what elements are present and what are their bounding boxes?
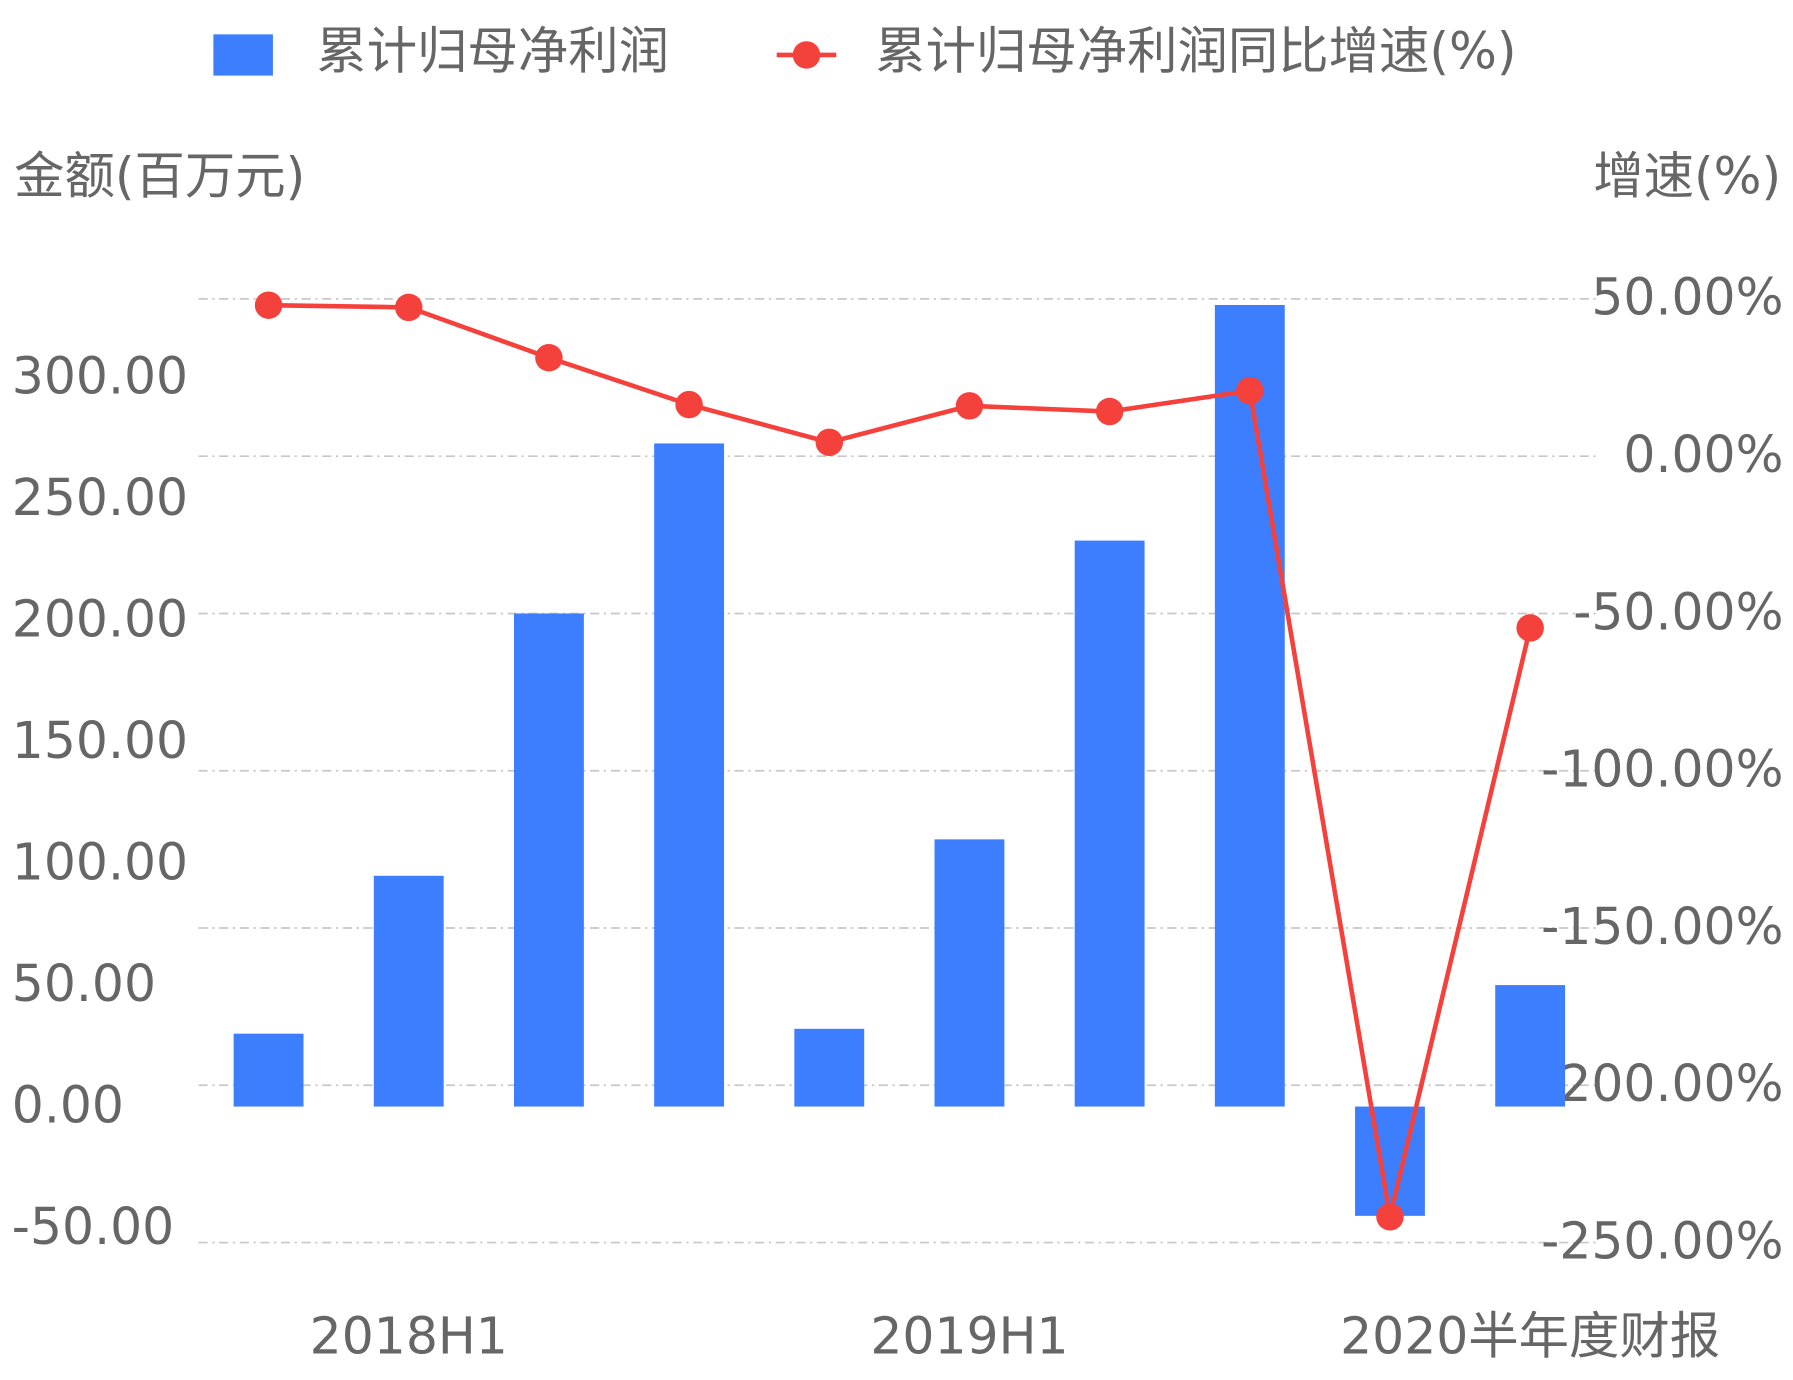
bar: [373, 875, 444, 1107]
y2-axis-title: 增速(%): [1593, 146, 1781, 205]
line-point: [1376, 1203, 1404, 1231]
y-tick-label: 50.00: [12, 954, 156, 1013]
bar: [794, 1028, 865, 1107]
y2-tick-label: -150.00%: [1541, 897, 1783, 956]
legend-swatch: [792, 41, 821, 69]
line-point: [815, 428, 844, 457]
line-point: [254, 291, 283, 319]
line: [268, 302, 1533, 1218]
legend-label: 累计归母净利润: [316, 21, 669, 80]
y2-tick-label: -250.00%: [1541, 1211, 1783, 1270]
line-point: [675, 390, 703, 419]
x-tick-label: 2018H1: [310, 1306, 508, 1365]
y-tick-label: 300.00: [12, 347, 188, 406]
bar: [1214, 304, 1285, 1107]
line-point: [395, 293, 423, 322]
bar: [1495, 985, 1566, 1107]
legend-swatch: [213, 34, 273, 76]
line-point: [955, 392, 984, 420]
y-tick-label: 150.00: [12, 711, 188, 770]
line-point: [1095, 397, 1124, 426]
y-tick-label: 200.00: [12, 590, 188, 649]
y-tick-label: 0.00: [12, 1075, 124, 1134]
bar: [1074, 540, 1145, 1107]
line-point: [535, 343, 563, 372]
y-tick-label: 100.00: [12, 832, 188, 891]
bar: [934, 839, 1005, 1107]
y2-tick-label: 0.00%: [1623, 425, 1783, 484]
bar: [233, 1033, 304, 1107]
y-tick-label: 250.00: [12, 468, 188, 527]
bar: [654, 443, 725, 1107]
x-tick-label: 2019H1: [870, 1306, 1068, 1365]
line-point: [1236, 377, 1264, 405]
y2-tick-label: -50.00%: [1573, 582, 1783, 641]
line-point: [1516, 614, 1544, 642]
y2-tick-label: -200.00%: [1541, 1054, 1783, 1113]
bar: [513, 613, 584, 1107]
legend-label: 累计归母净利润同比增速(%): [875, 21, 1516, 80]
x-tick-label: 2020半年度财报: [1340, 1306, 1720, 1365]
y-axis-title: 金额(百万元): [14, 146, 305, 205]
y-tick-label: -50.00: [12, 1197, 174, 1256]
y2-tick-label: -100.00%: [1541, 740, 1783, 799]
y2-tick-label: 50.00%: [1591, 268, 1783, 327]
